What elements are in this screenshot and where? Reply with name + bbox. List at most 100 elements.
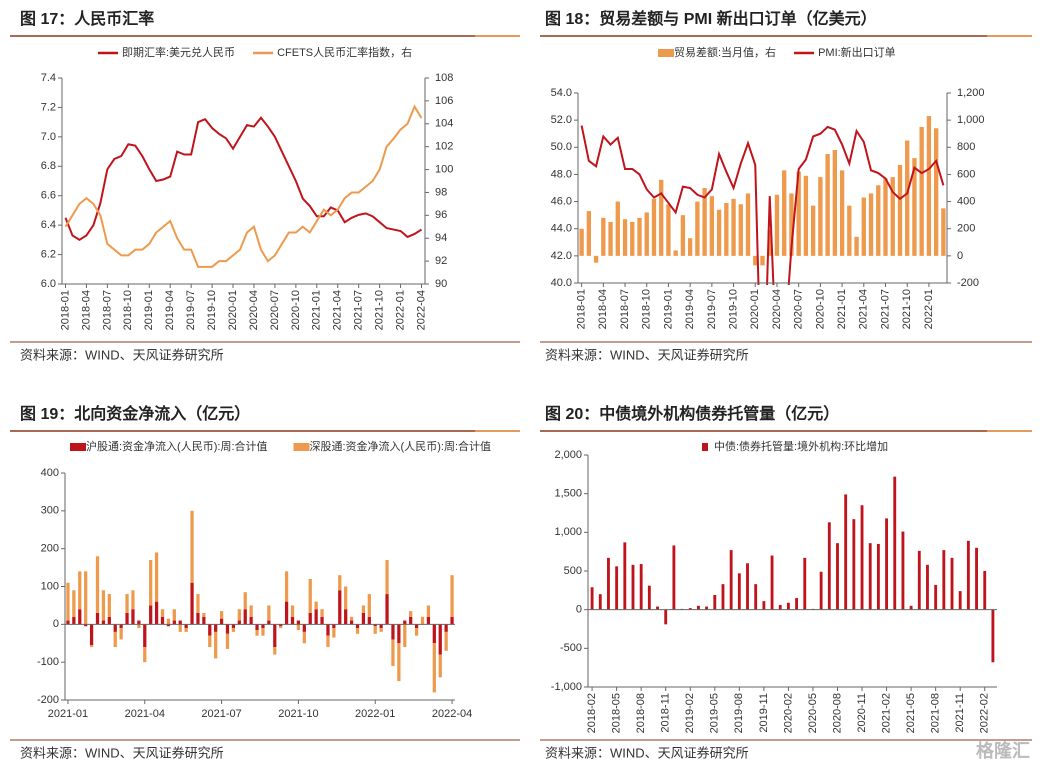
y2-tick-label: -200 — [957, 277, 979, 289]
bar — [225, 633, 230, 649]
bar — [860, 505, 864, 610]
bar — [166, 624, 171, 627]
bar — [338, 590, 342, 625]
bar — [637, 217, 642, 256]
bar — [601, 217, 606, 256]
bar — [622, 219, 628, 256]
x-tick-label: 2021-04 — [332, 290, 344, 330]
bar — [702, 188, 707, 256]
x-tick-label: 2019-11 — [758, 693, 770, 733]
bar — [444, 631, 448, 651]
y-tick-label: 6.0 — [41, 278, 56, 290]
watermark: 格隆汇 — [976, 740, 1030, 761]
bar — [753, 255, 758, 266]
legend-label: PMI:新出口订单 — [818, 45, 896, 59]
bar — [78, 609, 82, 625]
y2-tick-label: 92 — [435, 255, 447, 267]
bar — [178, 624, 182, 632]
x-tick-label: 2019-01 — [143, 290, 155, 330]
bar — [237, 609, 241, 621]
bar — [320, 616, 324, 625]
bar — [391, 639, 395, 666]
y-tick-label: 2,000 — [554, 449, 582, 461]
bar — [644, 212, 649, 256]
bar — [113, 631, 117, 648]
bar — [89, 645, 94, 648]
bar — [208, 635, 212, 648]
line-series — [580, 125, 945, 285]
bar — [101, 590, 106, 621]
bar — [361, 605, 366, 613]
bar — [219, 618, 224, 625]
bar — [839, 170, 845, 256]
bar — [101, 620, 106, 625]
bar — [897, 164, 903, 256]
y2-tick-label: 96 — [435, 209, 447, 221]
bar — [149, 605, 153, 625]
bar — [78, 571, 82, 610]
y-tick-label: 300 — [41, 505, 59, 517]
bar — [172, 620, 176, 625]
bar — [909, 605, 913, 610]
bar — [172, 609, 176, 621]
bar — [819, 571, 823, 610]
y-tick-label: 46.0 — [551, 195, 572, 207]
y-tick-label: 50.0 — [551, 141, 572, 153]
y2-tick-label: 102 — [435, 141, 453, 153]
x-tick-label: 2018-11 — [660, 693, 672, 733]
y-tick-label: 0 — [53, 618, 59, 630]
bar — [308, 612, 312, 625]
bar — [639, 564, 643, 610]
line-series — [64, 116, 423, 242]
bar — [131, 609, 135, 625]
bar — [225, 624, 230, 634]
bar — [854, 236, 859, 256]
bar — [659, 179, 664, 256]
bar — [901, 531, 905, 610]
bar — [688, 608, 692, 610]
source-note: 资料来源：WIND、天风证券研究所 — [20, 347, 224, 362]
bar — [789, 193, 794, 256]
bar — [403, 620, 407, 625]
x-tick-label: 2021-10 — [901, 289, 913, 329]
bar — [615, 201, 620, 256]
bar — [409, 611, 413, 617]
bar — [893, 476, 897, 610]
y-tick-label: 500 — [564, 565, 582, 577]
x-tick-label: 2022-02 — [979, 693, 991, 733]
bar — [754, 584, 758, 610]
x-tick-label: 2020-07 — [269, 290, 281, 330]
x-tick-label: 2018-07 — [101, 290, 113, 330]
bar — [782, 170, 787, 256]
bar — [598, 594, 602, 610]
y-tick-label: 100 — [41, 580, 59, 592]
bar — [724, 202, 729, 256]
y-tick-label: 40.0 — [551, 277, 572, 289]
bar — [672, 545, 676, 610]
bar — [861, 197, 866, 256]
bar — [716, 209, 722, 256]
bar — [680, 215, 686, 256]
bar — [795, 598, 799, 610]
bar — [255, 630, 259, 636]
bar — [450, 575, 454, 617]
bar — [391, 624, 395, 640]
y2-tick-label: 200 — [957, 223, 975, 235]
y2-tick-label: 400 — [957, 195, 975, 207]
x-tick-label: 2021-04 — [858, 289, 870, 329]
bar — [738, 204, 743, 256]
bar — [883, 178, 888, 256]
bar — [876, 543, 880, 610]
x-tick-label: 2021-11 — [954, 693, 966, 733]
bar — [630, 221, 635, 256]
bar — [656, 606, 659, 610]
y-tick-label: 42.0 — [551, 250, 572, 262]
bar — [933, 128, 939, 256]
chart-title: 图 20：中债境外机构债券托管量（亿元） — [545, 404, 839, 423]
bar — [214, 624, 218, 632]
bar — [154, 552, 159, 602]
bar — [958, 591, 962, 610]
line-series — [64, 104, 423, 268]
bar — [721, 584, 725, 610]
plot-area — [64, 104, 423, 268]
